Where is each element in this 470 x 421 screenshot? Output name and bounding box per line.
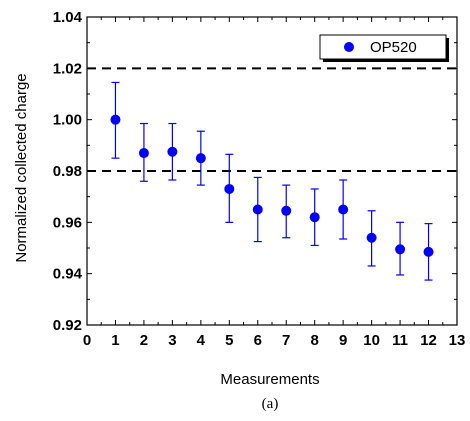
x-axis-label: Measurements: [220, 371, 319, 388]
x-tick-label-2: 2: [140, 332, 148, 349]
y-tick-label-0.94: 0.94: [53, 266, 83, 283]
y-axis-label: Normalized collected charge: [13, 73, 30, 262]
y-tick-label-0.96: 0.96: [53, 214, 82, 231]
y-tick-label-1.04: 1.04: [53, 9, 83, 26]
x-tick-label-4: 4: [197, 332, 206, 349]
data-point-8: [309, 212, 320, 223]
figure-caption: (a): [262, 396, 279, 412]
data-point-11: [395, 244, 406, 255]
x-tick-label-8: 8: [311, 332, 319, 349]
data-point-6: [252, 204, 263, 215]
data-point-1: [110, 114, 121, 125]
y-tick-labels: 0.92 0.94 0.96 0.98 1.00 1.02 1.04: [53, 9, 83, 334]
x-tick-label-3: 3: [168, 332, 176, 349]
x-tick-label-12: 12: [420, 332, 437, 349]
reference-lines: [87, 67, 457, 172]
legend: OP520: [319, 34, 449, 62]
x-tick-label-1: 1: [111, 332, 119, 349]
x-tick-label-6: 6: [254, 332, 262, 349]
x-tick-labels: 0 1 2 3 4 5 6 7 8 9 10 11 12 13: [83, 332, 466, 349]
x-tick-label-11: 11: [392, 332, 408, 349]
x-tick-label-10: 10: [363, 332, 380, 349]
data-point-10: [366, 232, 377, 243]
y-tick-label-0.92: 0.92: [53, 317, 82, 334]
data-point-12: [423, 246, 434, 257]
data-point-2: [138, 148, 149, 159]
y-tick-label-0.98: 0.98: [53, 163, 82, 180]
x-tick-label-13: 13: [449, 332, 466, 349]
x-tick-label-9: 9: [339, 332, 347, 349]
data-point-7: [281, 205, 292, 216]
tick-marks: [86, 16, 458, 326]
data-point-4: [195, 153, 206, 164]
data-point-5: [224, 183, 235, 194]
x-tick-label-5: 5: [225, 332, 233, 349]
legend-label-op520: OP520: [370, 39, 417, 56]
legend-box: [319, 34, 447, 60]
y-tick-label-1.00: 1.00: [53, 112, 82, 129]
error-bars: [111, 81, 433, 281]
legend-marker: [344, 42, 354, 52]
data-points: [110, 114, 434, 257]
x-tick-label-7: 7: [282, 332, 290, 349]
data-point-3: [167, 146, 178, 157]
y-tick-label-1.02: 1.02: [53, 60, 82, 77]
data-point-9: [338, 204, 349, 215]
x-tick-label-0: 0: [83, 332, 91, 349]
